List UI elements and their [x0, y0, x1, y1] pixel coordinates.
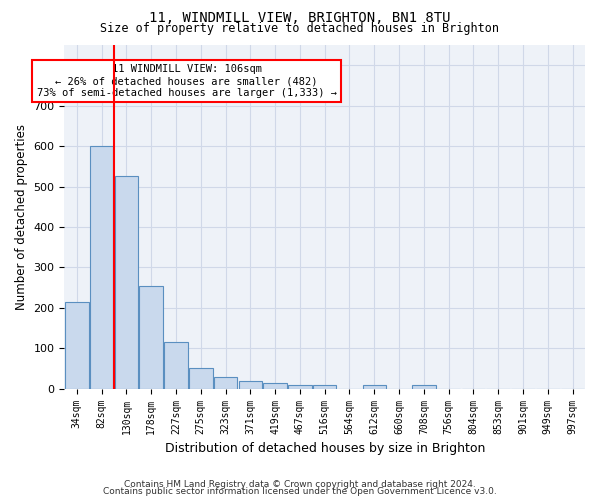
Text: Contains public sector information licensed under the Open Government Licence v3: Contains public sector information licen…	[103, 487, 497, 496]
Bar	[139, 286, 163, 389]
Bar	[362, 384, 386, 388]
Bar	[288, 384, 311, 388]
X-axis label: Distribution of detached houses by size in Brighton: Distribution of detached houses by size …	[164, 442, 485, 455]
Bar	[239, 380, 262, 388]
Bar	[164, 342, 188, 388]
Text: 11, WINDMILL VIEW, BRIGHTON, BN1 8TU: 11, WINDMILL VIEW, BRIGHTON, BN1 8TU	[149, 11, 451, 25]
Bar	[214, 376, 238, 388]
Bar	[115, 176, 138, 388]
Text: Contains HM Land Registry data © Crown copyright and database right 2024.: Contains HM Land Registry data © Crown c…	[124, 480, 476, 489]
Text: 11 WINDMILL VIEW: 106sqm
← 26% of detached houses are smaller (482)
73% of semi-: 11 WINDMILL VIEW: 106sqm ← 26% of detach…	[37, 64, 337, 98]
Bar	[189, 368, 212, 388]
Text: Size of property relative to detached houses in Brighton: Size of property relative to detached ho…	[101, 22, 499, 35]
Bar	[313, 384, 337, 388]
Bar	[90, 146, 113, 388]
Bar	[412, 386, 436, 388]
Bar	[263, 382, 287, 388]
Bar	[65, 302, 89, 388]
Y-axis label: Number of detached properties: Number of detached properties	[15, 124, 28, 310]
